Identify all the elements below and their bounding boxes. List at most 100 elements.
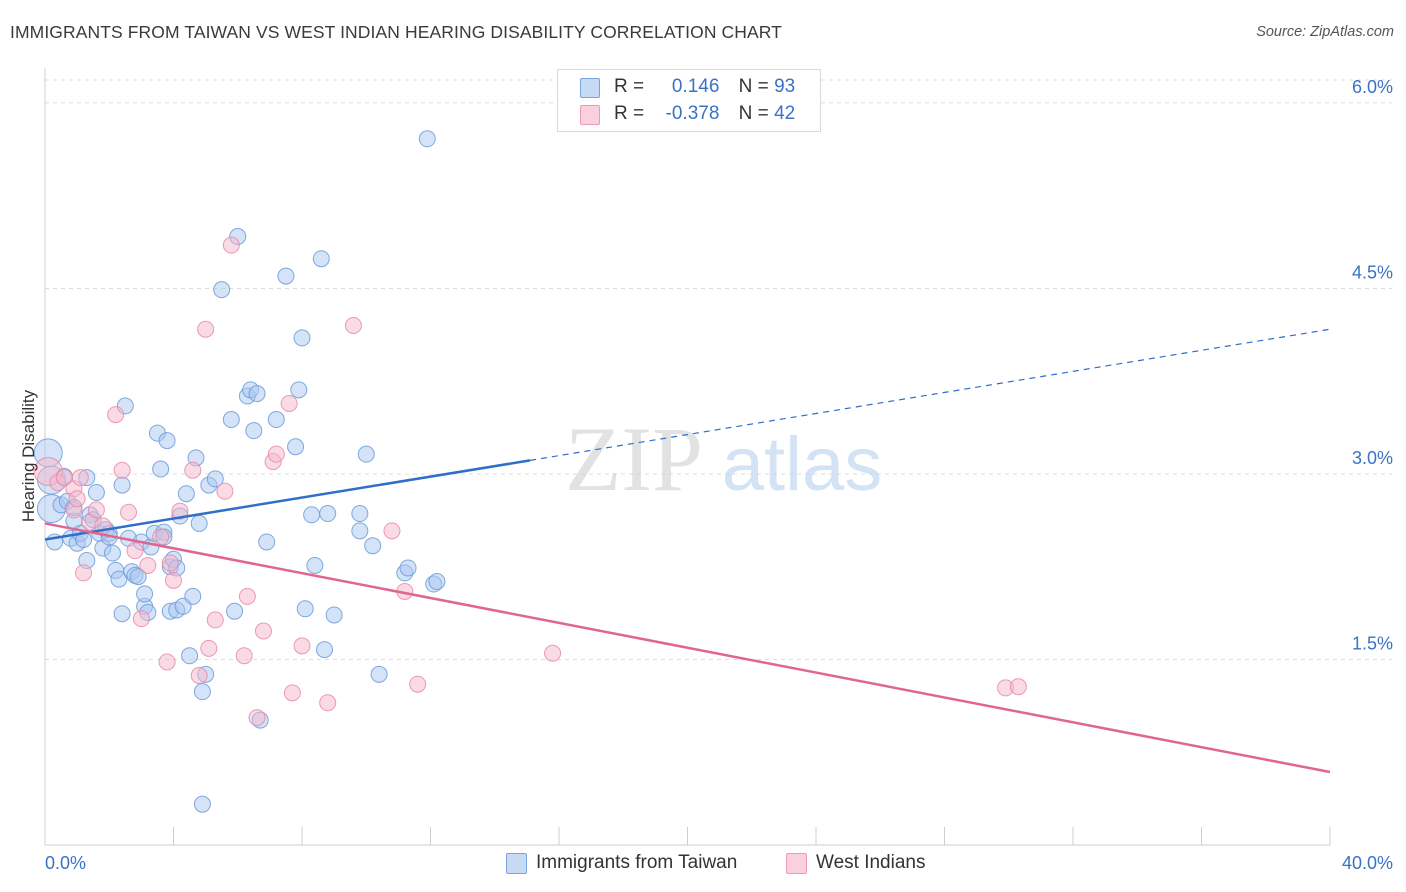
grid-lines: [45, 79, 1392, 660]
data-point-west-indians: [158, 653, 176, 671]
data-point-west-indians: [190, 667, 208, 685]
data-point-taiwan: [190, 514, 208, 532]
data-point-taiwan: [258, 533, 276, 551]
data-point-west-indians: [206, 611, 224, 629]
data-point-west-indians: [165, 571, 182, 589]
data-point-taiwan: [222, 411, 240, 429]
series-immigrants-from-taiwan-points: [33, 130, 446, 813]
bottom-legend-swatch-blue: [506, 853, 527, 874]
data-point-west-indians: [235, 647, 253, 665]
data-point-taiwan: [177, 485, 195, 503]
data-point-taiwan: [87, 484, 105, 502]
x-tick-label-max: 40.0%: [1342, 853, 1393, 873]
data-point-west-indians: [544, 644, 562, 662]
data-point-west-indians: [152, 528, 170, 546]
y-tick-label: 3.0%: [1352, 448, 1393, 468]
bottom-legend-label-taiwan: Immigrants from Taiwan: [536, 852, 738, 873]
data-point-west-indians: [132, 610, 150, 628]
tick-labels: 1.5% 3.0% 4.5% 6.0% 0.0% 40.0%: [45, 77, 1393, 873]
trend-line-west-indians: [44, 522, 1331, 774]
source-credit: Source: ZipAtlas.com: [1256, 24, 1394, 40]
legend-r-label: R =: [614, 103, 645, 124]
x-tick-label-min: 0.0%: [45, 853, 86, 873]
data-point-taiwan: [370, 665, 388, 683]
data-point-taiwan: [184, 587, 202, 605]
data-point-taiwan: [213, 281, 231, 299]
data-point-taiwan: [103, 544, 121, 562]
watermark-atlas: atlas: [722, 422, 883, 507]
bottom-legend-label-west-indians: West Indians: [816, 852, 926, 873]
data-point-taiwan: [303, 506, 321, 524]
legend-r-value-taiwan: 0.146: [671, 76, 720, 97]
y-axis-label: Hearing Disability: [19, 389, 38, 522]
y-tick-label: 6.0%: [1352, 77, 1393, 97]
data-point-taiwan: [136, 585, 154, 603]
legend-n-label: N =: [738, 103, 769, 124]
data-point-west-indians: [222, 236, 240, 254]
data-point-taiwan: [110, 570, 128, 588]
data-point-west-indians: [171, 502, 189, 520]
data-point-taiwan: [319, 505, 337, 523]
data-point-taiwan: [193, 795, 211, 813]
legend-n-value-west-indians: 42: [774, 103, 796, 124]
watermark-zip: ZIP: [565, 408, 703, 510]
data-point-taiwan: [152, 460, 170, 478]
data-point-west-indians: [200, 639, 218, 657]
chart-title: IMMIGRANTS FROM TAIWAN VS WEST INDIAN HE…: [10, 22, 782, 42]
data-point-west-indians: [184, 461, 202, 479]
data-point-taiwan: [206, 470, 224, 488]
data-point-taiwan: [113, 476, 131, 494]
data-point-taiwan: [351, 522, 369, 540]
data-point-taiwan: [418, 130, 436, 148]
legend-swatch-blue: [580, 78, 600, 98]
data-point-west-indians: [75, 564, 93, 582]
data-point-taiwan: [357, 445, 375, 463]
data-point-west-indians: [238, 587, 256, 605]
data-point-west-indians: [113, 461, 131, 479]
data-point-taiwan: [287, 438, 305, 456]
data-point-west-indians: [319, 694, 337, 712]
data-point-west-indians: [120, 503, 138, 521]
data-point-taiwan: [296, 600, 314, 618]
data-point-taiwan: [312, 250, 330, 268]
data-point-taiwan: [399, 559, 417, 577]
data-point-taiwan: [277, 267, 295, 285]
data-point-west-indians: [139, 556, 157, 574]
data-point-west-indians: [197, 320, 215, 338]
legend-swatch-pink: [580, 105, 600, 125]
legend-n-value-taiwan: 93: [774, 76, 796, 97]
data-point-west-indians: [107, 406, 125, 424]
data-point-west-indians: [71, 469, 89, 487]
data-point-taiwan: [351, 505, 369, 523]
data-point-west-indians: [383, 522, 401, 540]
data-point-taiwan: [158, 432, 176, 450]
data-point-taiwan: [245, 422, 263, 440]
data-point-taiwan: [290, 381, 308, 399]
legend-r-value-west-indians: -0.378: [665, 103, 720, 124]
data-point-taiwan: [181, 647, 199, 665]
data-point-west-indians: [267, 445, 285, 463]
trend-line-taiwan: [44, 459, 531, 541]
data-point-west-indians: [283, 684, 301, 702]
trend-line-taiwan-extension: [529, 328, 1331, 461]
series-west-indians-points: [33, 236, 1027, 727]
legend-r-label: R =: [614, 76, 645, 97]
data-point-west-indians: [216, 482, 234, 500]
y-tick-label: 1.5%: [1352, 633, 1393, 653]
data-point-taiwan: [226, 602, 244, 620]
data-point-west-indians: [280, 394, 298, 412]
bottom-legend-swatch-pink: [786, 853, 807, 874]
data-point-west-indians: [409, 675, 427, 693]
data-point-taiwan: [267, 411, 285, 429]
data-point-west-indians: [254, 622, 272, 640]
data-point-taiwan: [364, 537, 382, 555]
data-point-taiwan: [293, 329, 311, 347]
data-point-taiwan: [193, 683, 211, 701]
data-point-taiwan: [315, 641, 333, 659]
data-point-taiwan: [248, 385, 266, 403]
data-point-taiwan: [129, 568, 147, 586]
data-point-west-indians: [87, 501, 105, 519]
data-point-taiwan: [306, 556, 324, 574]
data-point-taiwan: [428, 573, 446, 591]
